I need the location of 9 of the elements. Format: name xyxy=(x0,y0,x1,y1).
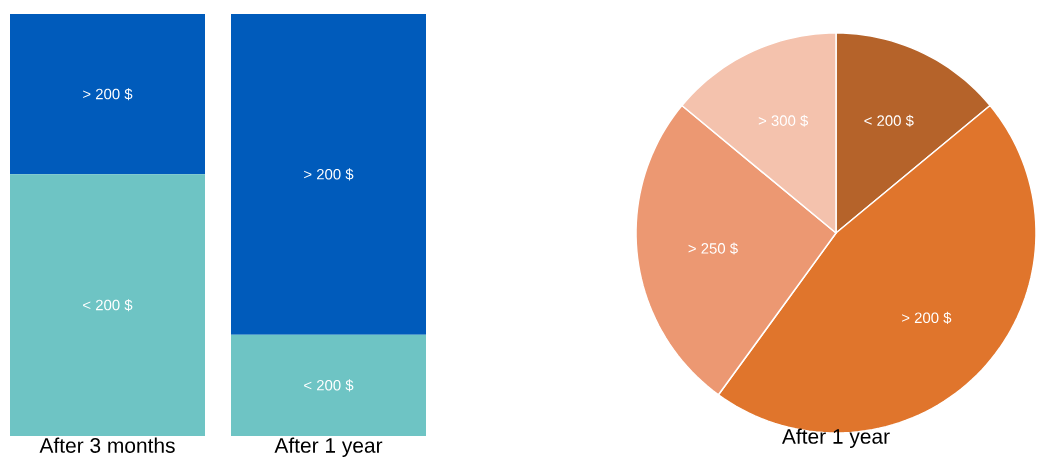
slice-label: > 300 $ xyxy=(758,114,809,127)
slice-label: > 200 $ xyxy=(902,311,952,324)
slice-label: > 250 $ xyxy=(688,242,738,255)
series-label: > 200 $ xyxy=(304,168,354,181)
text: < 200 $ xyxy=(83,299,133,312)
text: > 200 $ xyxy=(83,88,133,101)
series-label: < 200 $ xyxy=(304,379,354,392)
x-tick-label: After 3 months xyxy=(39,437,175,453)
slice-label: < 200 $ xyxy=(864,114,914,127)
